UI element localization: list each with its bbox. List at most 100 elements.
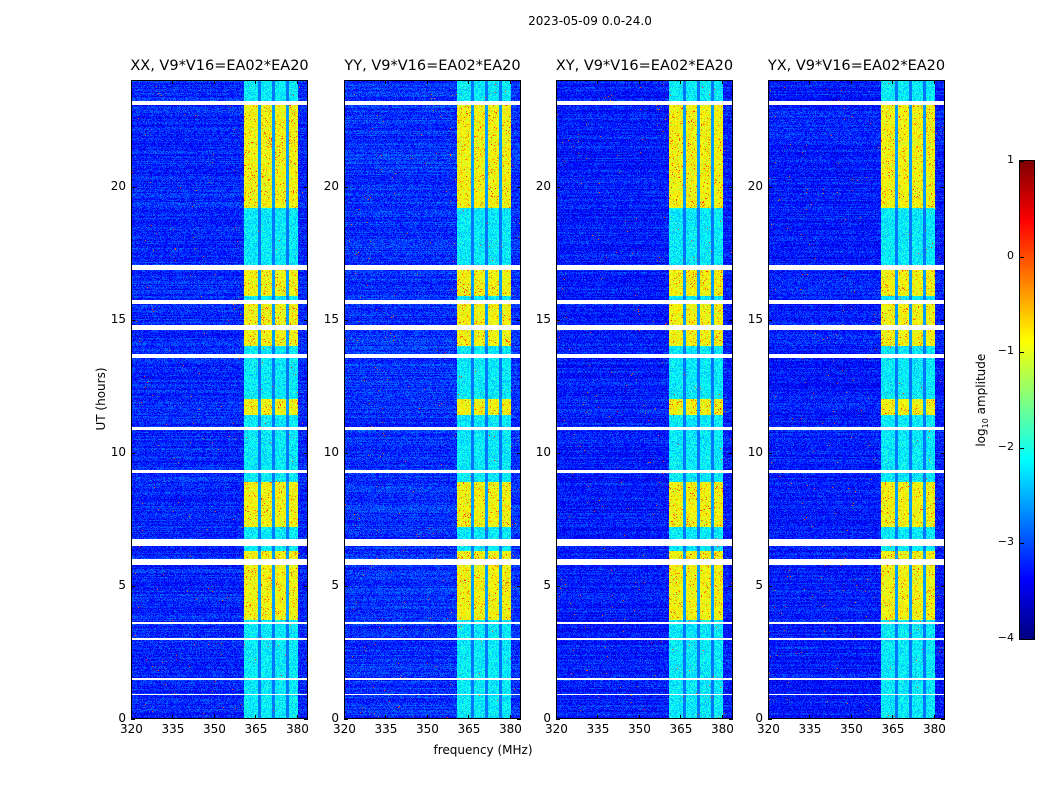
colorbar-tick-label: 1: [1007, 153, 1014, 166]
y-tick-mark: [729, 186, 733, 188]
y-tick-label: 10: [110, 444, 126, 459]
y-tick-label: 5: [331, 577, 339, 592]
x-tick-mark: [892, 80, 894, 84]
y-tick-label: 20: [110, 178, 126, 193]
x-tick-mark: [131, 80, 132, 84]
colorbar-tick-label: −4: [997, 631, 1014, 644]
heatmap-panel-xy: XY, V9*V16=EA02*EA20 320 335 350 365 380 0 5 10…: [536, 58, 734, 736]
y-tick-mark: [729, 585, 733, 587]
y-tick-label: 0: [543, 711, 551, 725]
panel-title: YX, V9*V16=EA02*EA20: [767, 58, 946, 74]
y-tick-mark: [941, 585, 945, 587]
heatmap-panel-yx: YX, V9*V16=EA02*EA20 320 335 350 365 380 0 5 10…: [748, 58, 946, 736]
x-tick-mark: [638, 80, 640, 84]
x-tick-label: 320: [333, 722, 356, 736]
x-tick-mark: [426, 715, 428, 719]
x-tick-mark: [255, 80, 257, 84]
y-tick-mark: [768, 319, 772, 321]
colorbar-tick-mark: [1020, 639, 1024, 640]
y-tick-mark: [304, 452, 308, 454]
waterfall-image-yx: [768, 80, 945, 719]
colorbar-gradient: [1020, 161, 1034, 639]
y-tick-mark: [517, 186, 521, 188]
y-tick-mark: [941, 186, 945, 188]
x-tick-mark: [385, 715, 387, 719]
x-tick-mark: [850, 715, 852, 719]
x-tick-label: 365: [457, 722, 481, 736]
y-tick-mark: [131, 452, 135, 454]
y-tick-mark: [304, 319, 308, 321]
y-tick-mark: [729, 319, 733, 321]
y-tick-mark: [517, 719, 521, 720]
x-tick-label: 380: [498, 722, 522, 736]
x-tick-mark: [509, 715, 511, 719]
x-tick-mark: [344, 80, 345, 84]
y-tick-label: 20: [747, 178, 763, 193]
x-tick-label: 335: [798, 722, 822, 736]
y-axis-label: UT (hours): [94, 367, 108, 431]
y-tick-mark: [556, 186, 560, 188]
x-tick-mark: [892, 715, 894, 719]
y-tick-mark: [517, 585, 521, 587]
y-tick-mark: [131, 319, 135, 321]
waterfall-image-yy: [344, 80, 521, 719]
y-tick-label: 20: [535, 178, 551, 193]
colorbar-tick-mark: [1020, 256, 1024, 258]
x-tick-label: 350: [839, 722, 863, 736]
x-tick-mark: [172, 715, 174, 719]
colorbar-tick-label: −2: [997, 439, 1014, 453]
x-tick-label: 320: [120, 722, 143, 736]
y-tick-mark: [344, 452, 348, 454]
x-tick-mark: [768, 715, 769, 719]
x-tick-mark: [680, 715, 682, 719]
x-tick-mark: [721, 80, 723, 84]
colorbar-tick-label: 0: [1007, 248, 1014, 262]
y-tick-label: 5: [118, 577, 126, 592]
colorbar-tick-mark: [1020, 352, 1024, 354]
y-tick-mark: [344, 719, 348, 720]
x-tick-mark: [768, 80, 769, 84]
y-tick-label: 5: [543, 577, 551, 592]
colorbar-label-suffix: amplitude: [973, 353, 988, 419]
x-tick-label: 365: [244, 722, 268, 736]
colorbar-label: log10 amplitude: [974, 340, 990, 460]
x-tick-mark: [680, 80, 682, 84]
y-tick-mark: [768, 585, 772, 587]
x-tick-mark: [131, 715, 132, 719]
x-tick-mark: [468, 715, 470, 719]
colorbar-tick-label: −1: [997, 344, 1014, 358]
x-tick-mark: [556, 715, 557, 719]
x-tick-label: 365: [669, 722, 693, 736]
x-tick-mark: [556, 80, 557, 84]
y-tick-mark: [344, 585, 348, 587]
colorbar-tick-mark: [1020, 543, 1024, 545]
x-tick-mark: [296, 80, 298, 84]
heatmap-panel-yy: YY, V9*V16=EA02*EA20 320 335 350 365 380 0 5 10…: [324, 58, 522, 736]
x-tick-label: 320: [757, 722, 780, 736]
y-tick-mark: [768, 186, 772, 188]
x-tick-mark: [809, 715, 811, 719]
x-tick-label: 380: [285, 722, 309, 736]
y-tick-mark: [941, 452, 945, 454]
colorbar-tick-mark: [1020, 447, 1024, 449]
y-tick-label: 0: [331, 711, 339, 725]
y-tick-mark: [768, 719, 772, 720]
colorbar-tick-mark: [1020, 161, 1024, 162]
panel-title: YY, V9*V16=EA02*EA20: [344, 58, 521, 74]
y-tick-mark: [131, 719, 135, 720]
y-tick-label: 15: [110, 311, 126, 326]
x-tick-mark: [385, 80, 387, 84]
x-tick-label: 350: [415, 722, 439, 736]
y-tick-mark: [304, 186, 308, 188]
y-tick-label: 20: [323, 178, 339, 193]
x-tick-mark: [213, 715, 215, 719]
x-tick-label: 365: [881, 722, 905, 736]
x-tick-mark: [172, 80, 174, 84]
x-tick-mark: [296, 715, 298, 719]
colorbar-label-sub: 10: [981, 418, 991, 429]
y-tick-mark: [556, 319, 560, 321]
x-tick-label: 380: [922, 722, 946, 736]
colorbar-label-prefix: log: [973, 428, 988, 447]
x-tick-mark: [344, 715, 345, 719]
colorbar-tick-label: −3: [997, 535, 1014, 549]
